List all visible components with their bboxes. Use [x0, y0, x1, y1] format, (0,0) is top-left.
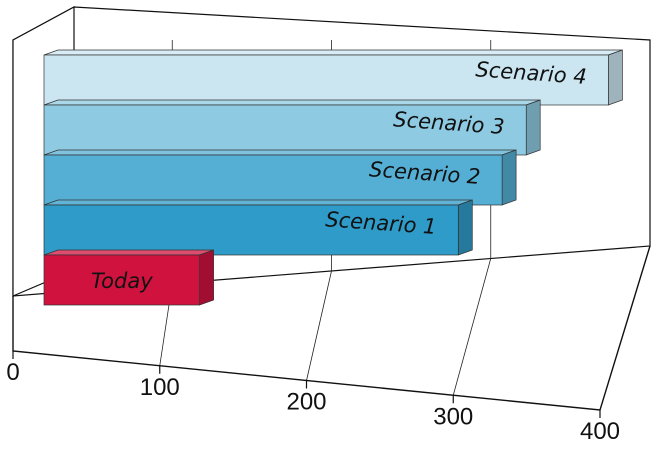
- grid-line-floor: [306, 270, 332, 381]
- bar-top: [43, 149, 517, 156]
- x-tick-label: 300: [433, 403, 473, 430]
- x-tick-label: 400: [580, 418, 620, 445]
- bar: Today: [43, 249, 214, 306]
- bar-side: [608, 49, 623, 106]
- bar: Scenario 4: [43, 49, 623, 106]
- bar-front: [43, 104, 527, 156]
- bar-top: [43, 49, 623, 56]
- bar-side: [525, 99, 541, 156]
- bar-front: [43, 254, 200, 306]
- x-tick-label: 0: [6, 359, 19, 386]
- bar-front: [43, 204, 459, 256]
- bar-top: [43, 249, 214, 256]
- bar-front: [43, 54, 609, 106]
- bar-label: Today: [91, 269, 153, 293]
- x-tick-label: 200: [286, 389, 326, 416]
- bar-side: [501, 149, 517, 206]
- bar-top: [43, 99, 541, 106]
- x-tick-label: 100: [140, 374, 180, 401]
- bar-top: [43, 199, 473, 206]
- bar-side: [199, 249, 214, 306]
- bar-front: [43, 154, 503, 206]
- bar: Scenario 3: [43, 99, 541, 156]
- bar-side: [457, 199, 473, 256]
- grid-line-floor: [452, 258, 492, 396]
- bar: Scenario 1: [43, 199, 473, 256]
- bar: Scenario 2: [43, 149, 517, 206]
